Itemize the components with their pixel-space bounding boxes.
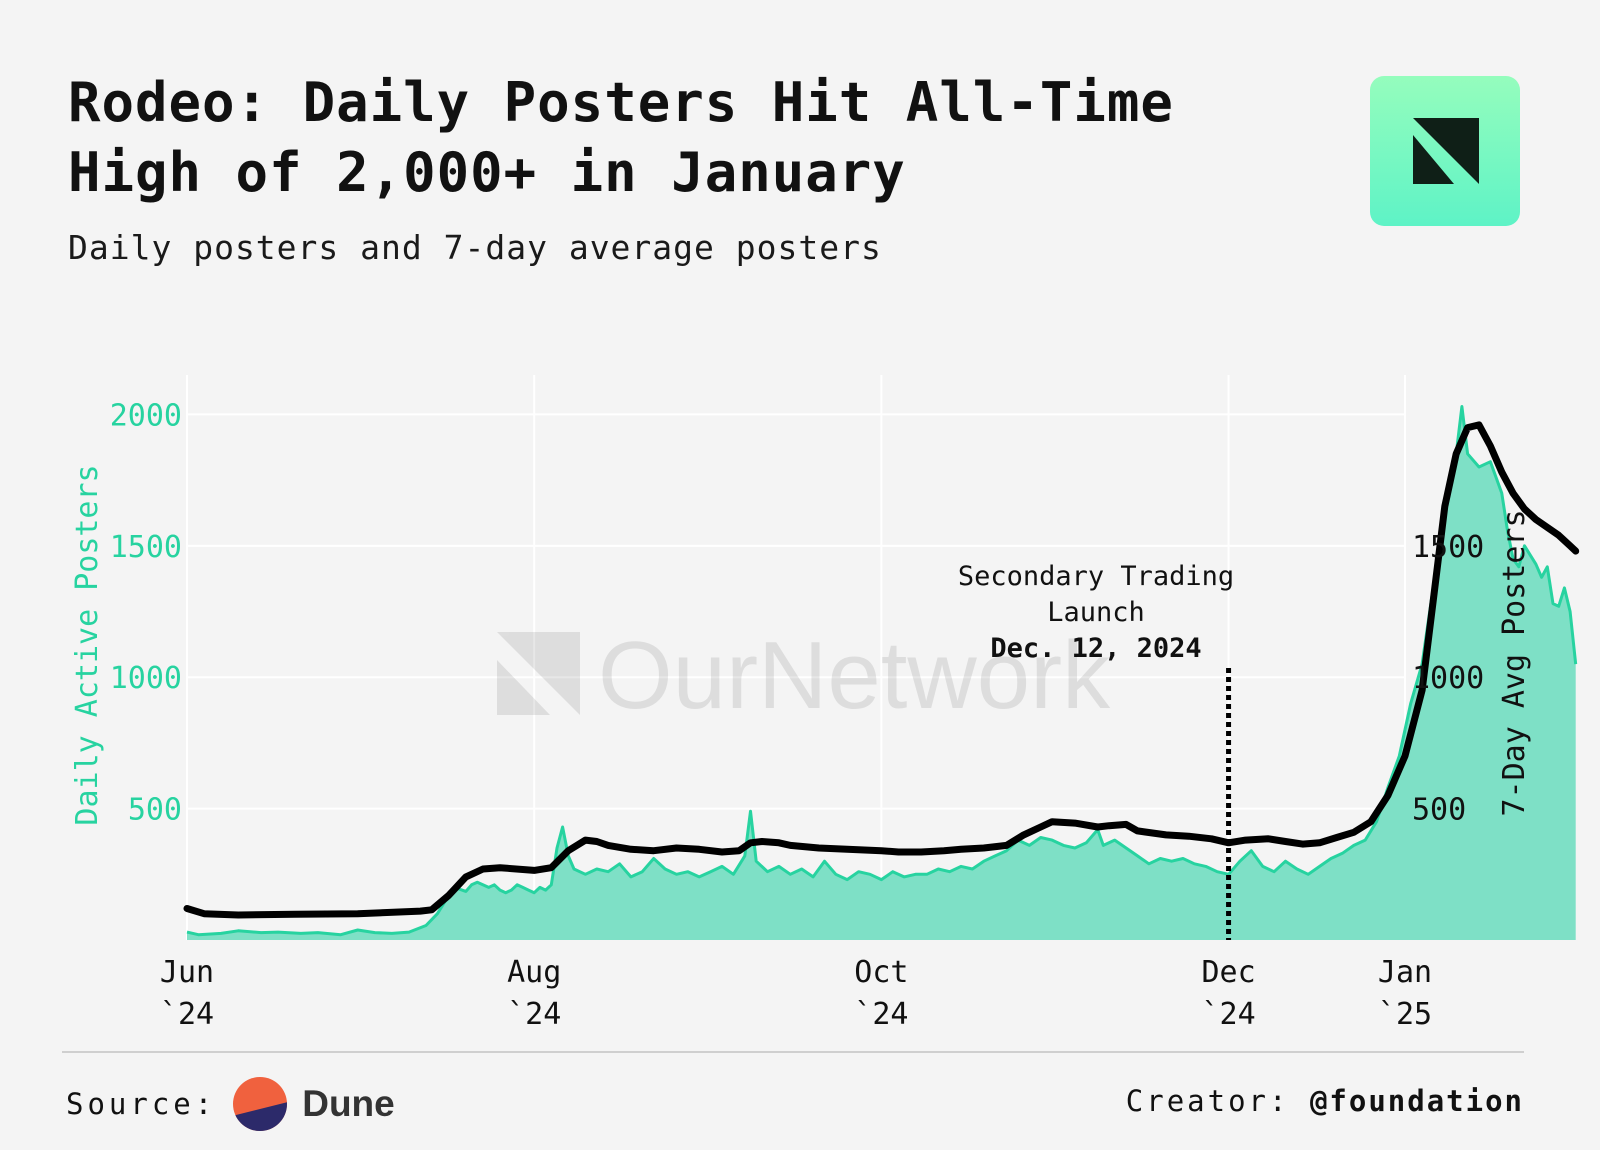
x-tick-label-year: `24 [1201,997,1255,1032]
x-tick-label-month: Jun [160,955,214,990]
right-tick-label: 1500 [1412,530,1484,565]
source-name: Dune [302,1083,395,1124]
left-axis-label: Daily Active Posters [70,464,105,825]
daily-posters-area [187,406,1576,940]
chart-title: Rodeo: Daily Posters Hit All-Time High o… [68,68,1318,208]
left-tick-label: 2000 [110,398,182,433]
chart-title-bold: Rodeo: [68,71,270,134]
x-tick-label-month: Jan [1378,955,1432,990]
left-tick-label: 500 [128,793,182,828]
creator-handle: @foundation [1309,1084,1524,1118]
watermark-icon [497,632,580,715]
x-tick-label-year: `24 [507,997,561,1032]
ournetwork-logo [1370,76,1520,226]
x-tick-label-month: Oct [854,955,908,990]
right-axis-label: 7-Day Avg Posters [1497,509,1532,816]
annotation-line-3: Dec. 12, 2024 [990,633,1201,664]
footer-creator: Creator: @foundation [1126,1084,1524,1118]
x-axis-ticks: Jun `24 Aug `24 Oct `24 Dec `24 Jan `25 [160,955,1432,1032]
annotation-line-2: Launch [1047,597,1145,628]
x-tick-label-month: Dec [1201,955,1255,990]
annotation-label: Secondary Trading Launch Dec. 12, 2024 [958,561,1234,664]
watermark: OurNetwork [497,622,1111,729]
watermark-text: OurNetwork [598,622,1111,729]
footer-divider [62,1051,1524,1053]
chart-title-rest: Daily Posters Hit All-Time High of 2,000… [68,71,1174,204]
dune-logo-icon [233,1077,288,1131]
grid-lines [186,375,1406,940]
x-tick-label-year: `25 [1378,997,1432,1032]
right-axis-ticks: 500 1000 1500 [1412,530,1484,828]
ournetwork-logo-icon [1413,118,1479,184]
chart-subtitle: Daily posters and 7-day average posters [68,228,882,267]
left-tick-label: 1000 [110,661,182,696]
footer-source: Source: Dune [66,1076,395,1132]
avg-posters-line [183,421,1580,919]
source-label: Source: [66,1087,217,1121]
creator-label: Creator: [1125,1084,1290,1118]
watermark-icon-lower [497,660,550,715]
left-axis-ticks: 500 1000 1500 2000 [110,398,182,827]
annotation-line-1: Secondary Trading [958,561,1234,592]
x-tick-label-year: `24 [160,997,214,1032]
left-tick-label: 1500 [110,530,182,565]
right-tick-label: 500 [1412,793,1466,828]
chart-area: OurNetwork 500 1000 1500 2000 500 1000 1500 J… [70,375,1580,1032]
right-tick-label: 1000 [1412,661,1484,696]
x-tick-label-year: `24 [854,997,908,1032]
x-tick-label-month: Aug [507,955,561,990]
daily-posters-line [186,405,1578,937]
